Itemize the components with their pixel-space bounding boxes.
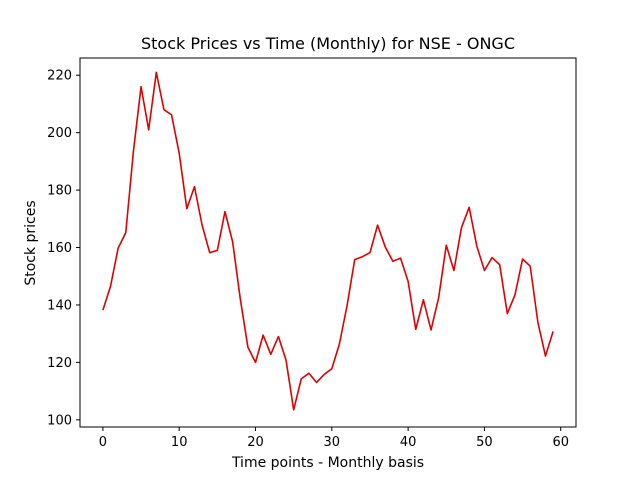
x-tick-label: 50 (476, 435, 493, 450)
x-tick-label: 60 (552, 435, 569, 450)
y-tick-label: 220 (47, 69, 72, 84)
y-axis: 100 120 140 160 180 200 220 (47, 69, 80, 428)
x-tick-label: 20 (247, 435, 264, 450)
x-tick-label: 0 (99, 435, 107, 450)
x-axis: 0 10 20 30 40 50 60 (99, 427, 569, 450)
y-tick-label: 140 (47, 298, 72, 313)
plot-area (79, 57, 577, 428)
x-tick-label: 40 (400, 435, 417, 450)
x-tick-label: 30 (324, 435, 341, 450)
x-axis-title: Time points - Monthly basis (231, 455, 424, 471)
plot-frame (79, 57, 577, 428)
y-tick-label: 100 (47, 413, 72, 428)
y-tick-label: 200 (47, 126, 72, 141)
chart-title: Stock Prices vs Time (Monthly) for NSE -… (141, 34, 515, 53)
x-tick-label: 10 (171, 435, 188, 450)
y-tick-label: 180 (47, 184, 72, 199)
series-line-0 (102, 71, 554, 411)
y-tick-label: 120 (47, 356, 72, 371)
y-tick-label: 160 (47, 241, 72, 256)
y-axis-title: Stock prices (23, 200, 39, 285)
